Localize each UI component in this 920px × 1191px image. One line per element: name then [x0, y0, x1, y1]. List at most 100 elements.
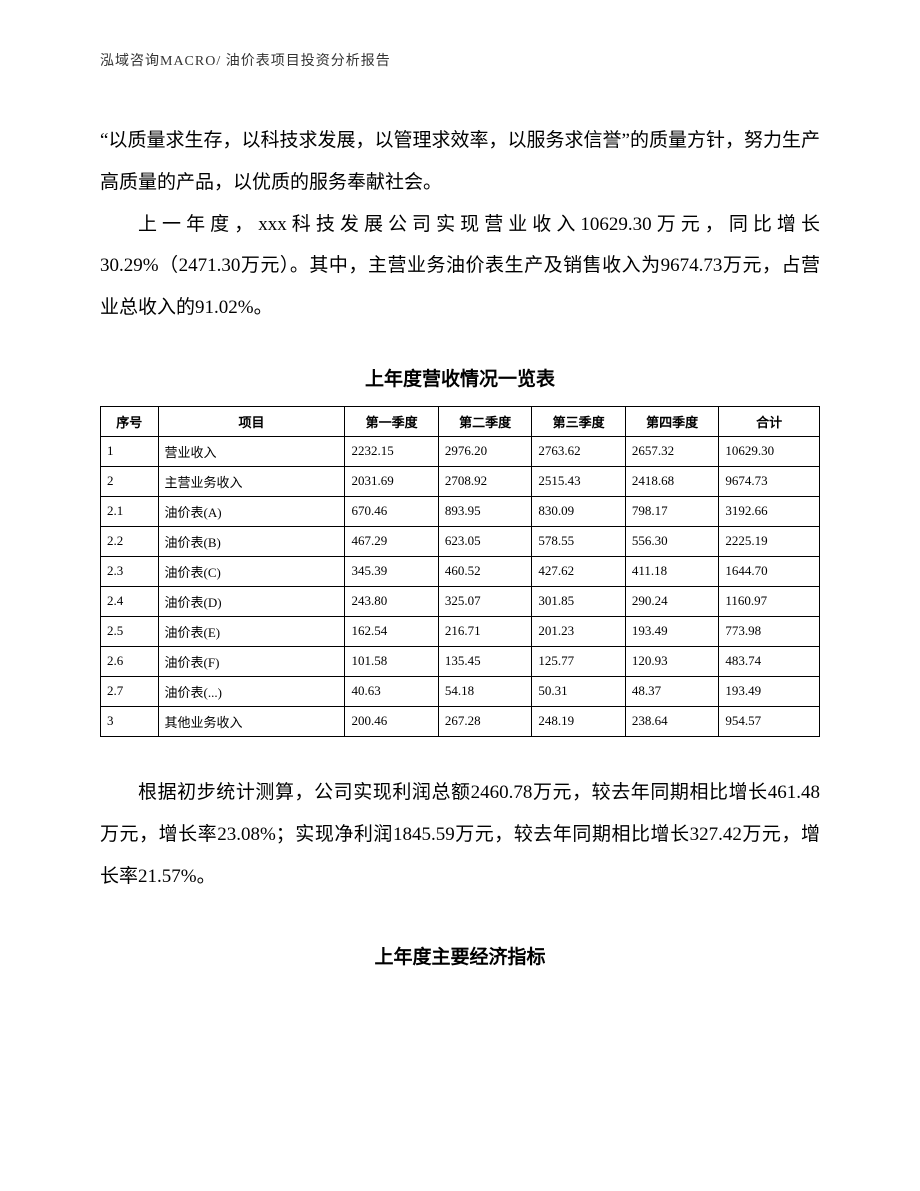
cell: 10629.30 — [719, 436, 820, 466]
table-row: 3 其他业务收入 200.46 267.28 248.19 238.64 954… — [101, 706, 820, 736]
cell: 483.74 — [719, 646, 820, 676]
cell: 2.7 — [101, 676, 159, 706]
cell: 201.23 — [532, 616, 625, 646]
cell: 556.30 — [625, 526, 718, 556]
cell: 578.55 — [532, 526, 625, 556]
cell: 267.28 — [438, 706, 531, 736]
revenue-table: 序号 项目 第一季度 第二季度 第三季度 第四季度 合计 1 营业收入 2232… — [100, 406, 820, 737]
cell: 216.71 — [438, 616, 531, 646]
paragraph-3: 根据初步统计测算，公司实现利润总额2460.78万元，较去年同期相比增长461.… — [100, 772, 820, 897]
cell: 238.64 — [625, 706, 718, 736]
cell: 427.62 — [532, 556, 625, 586]
cell: 48.37 — [625, 676, 718, 706]
cell: 411.18 — [625, 556, 718, 586]
cell: 301.85 — [532, 586, 625, 616]
cell: 467.29 — [345, 526, 438, 556]
cell: 油价表(...) — [158, 676, 345, 706]
paragraph-2: 上一年度，xxx科技发展公司实现营业收入10629.30万元，同比增长30.29… — [100, 204, 820, 329]
cell: 1644.70 — [719, 556, 820, 586]
cell: 325.07 — [438, 586, 531, 616]
col-header-q4: 第四季度 — [625, 406, 718, 436]
page-header: 泓域咨询MACRO/ 油价表项目投资分析报告 — [100, 50, 820, 70]
table1-title: 上年度营收情况一览表 — [100, 364, 820, 391]
cell: 2657.32 — [625, 436, 718, 466]
table-header-row: 序号 项目 第一季度 第二季度 第三季度 第四季度 合计 — [101, 406, 820, 436]
cell: 2.4 — [101, 586, 159, 616]
cell: 623.05 — [438, 526, 531, 556]
table-row: 2 主营业务收入 2031.69 2708.92 2515.43 2418.68… — [101, 466, 820, 496]
body-text-block-2: 根据初步统计测算，公司实现利润总额2460.78万元，较去年同期相比增长461.… — [100, 772, 820, 897]
cell: 345.39 — [345, 556, 438, 586]
header-text: 泓域咨询MACRO/ 油价表项目投资分析报告 — [100, 54, 391, 69]
table-row: 2.4 油价表(D) 243.80 325.07 301.85 290.24 1… — [101, 586, 820, 616]
cell: 油价表(C) — [158, 556, 345, 586]
cell: 2.1 — [101, 496, 159, 526]
body-text-block-1: “以质量求生存，以科技求发展，以管理求效率，以服务求信誉”的质量方针，努力生产高… — [100, 120, 820, 329]
cell: 油价表(D) — [158, 586, 345, 616]
cell: 油价表(F) — [158, 646, 345, 676]
table-row: 2.5 油价表(E) 162.54 216.71 201.23 193.49 7… — [101, 616, 820, 646]
cell: 893.95 — [438, 496, 531, 526]
cell: 1 — [101, 436, 159, 466]
col-header-q1: 第一季度 — [345, 406, 438, 436]
cell: 2418.68 — [625, 466, 718, 496]
cell: 248.19 — [532, 706, 625, 736]
col-header-q3: 第三季度 — [532, 406, 625, 436]
cell: 2.2 — [101, 526, 159, 556]
table-row: 1 营业收入 2232.15 2976.20 2763.62 2657.32 1… — [101, 436, 820, 466]
cell: 2515.43 — [532, 466, 625, 496]
paragraph-1: “以质量求生存，以科技求发展，以管理求效率，以服务求信誉”的质量方针，努力生产高… — [100, 120, 820, 204]
col-header-total: 合计 — [719, 406, 820, 436]
cell: 193.49 — [625, 616, 718, 646]
cell: 830.09 — [532, 496, 625, 526]
cell: 其他业务收入 — [158, 706, 345, 736]
cell: 120.93 — [625, 646, 718, 676]
table-row: 2.3 油价表(C) 345.39 460.52 427.62 411.18 1… — [101, 556, 820, 586]
cell: 670.46 — [345, 496, 438, 526]
cell: 954.57 — [719, 706, 820, 736]
cell: 2 — [101, 466, 159, 496]
cell: 2031.69 — [345, 466, 438, 496]
cell: 798.17 — [625, 496, 718, 526]
cell: 2976.20 — [438, 436, 531, 466]
cell: 营业收入 — [158, 436, 345, 466]
cell: 135.45 — [438, 646, 531, 676]
col-header-seq: 序号 — [101, 406, 159, 436]
cell: 200.46 — [345, 706, 438, 736]
cell: 193.49 — [719, 676, 820, 706]
table2-title: 上年度主要经济指标 — [100, 942, 820, 969]
cell: 243.80 — [345, 586, 438, 616]
cell: 油价表(E) — [158, 616, 345, 646]
cell: 50.31 — [532, 676, 625, 706]
col-header-item: 项目 — [158, 406, 345, 436]
document-page: 泓域咨询MACRO/ 油价表项目投资分析报告 “以质量求生存，以科技求发展，以管… — [0, 0, 920, 1034]
cell: 2232.15 — [345, 436, 438, 466]
table-body: 1 营业收入 2232.15 2976.20 2763.62 2657.32 1… — [101, 436, 820, 736]
cell: 2.3 — [101, 556, 159, 586]
cell: 40.63 — [345, 676, 438, 706]
cell: 油价表(A) — [158, 496, 345, 526]
cell: 3 — [101, 706, 159, 736]
cell: 9674.73 — [719, 466, 820, 496]
table-row: 2.6 油价表(F) 101.58 135.45 125.77 120.93 4… — [101, 646, 820, 676]
cell: 290.24 — [625, 586, 718, 616]
cell: 101.58 — [345, 646, 438, 676]
table-row: 2.7 油价表(...) 40.63 54.18 50.31 48.37 193… — [101, 676, 820, 706]
cell: 主营业务收入 — [158, 466, 345, 496]
cell: 460.52 — [438, 556, 531, 586]
cell: 54.18 — [438, 676, 531, 706]
cell: 125.77 — [532, 646, 625, 676]
cell: 2708.92 — [438, 466, 531, 496]
col-header-q2: 第二季度 — [438, 406, 531, 436]
table-row: 2.1 油价表(A) 670.46 893.95 830.09 798.17 3… — [101, 496, 820, 526]
table-row: 2.2 油价表(B) 467.29 623.05 578.55 556.30 2… — [101, 526, 820, 556]
cell: 773.98 — [719, 616, 820, 646]
cell: 2.6 — [101, 646, 159, 676]
cell: 2763.62 — [532, 436, 625, 466]
cell: 油价表(B) — [158, 526, 345, 556]
cell: 2225.19 — [719, 526, 820, 556]
cell: 1160.97 — [719, 586, 820, 616]
cell: 3192.66 — [719, 496, 820, 526]
cell: 162.54 — [345, 616, 438, 646]
cell: 2.5 — [101, 616, 159, 646]
